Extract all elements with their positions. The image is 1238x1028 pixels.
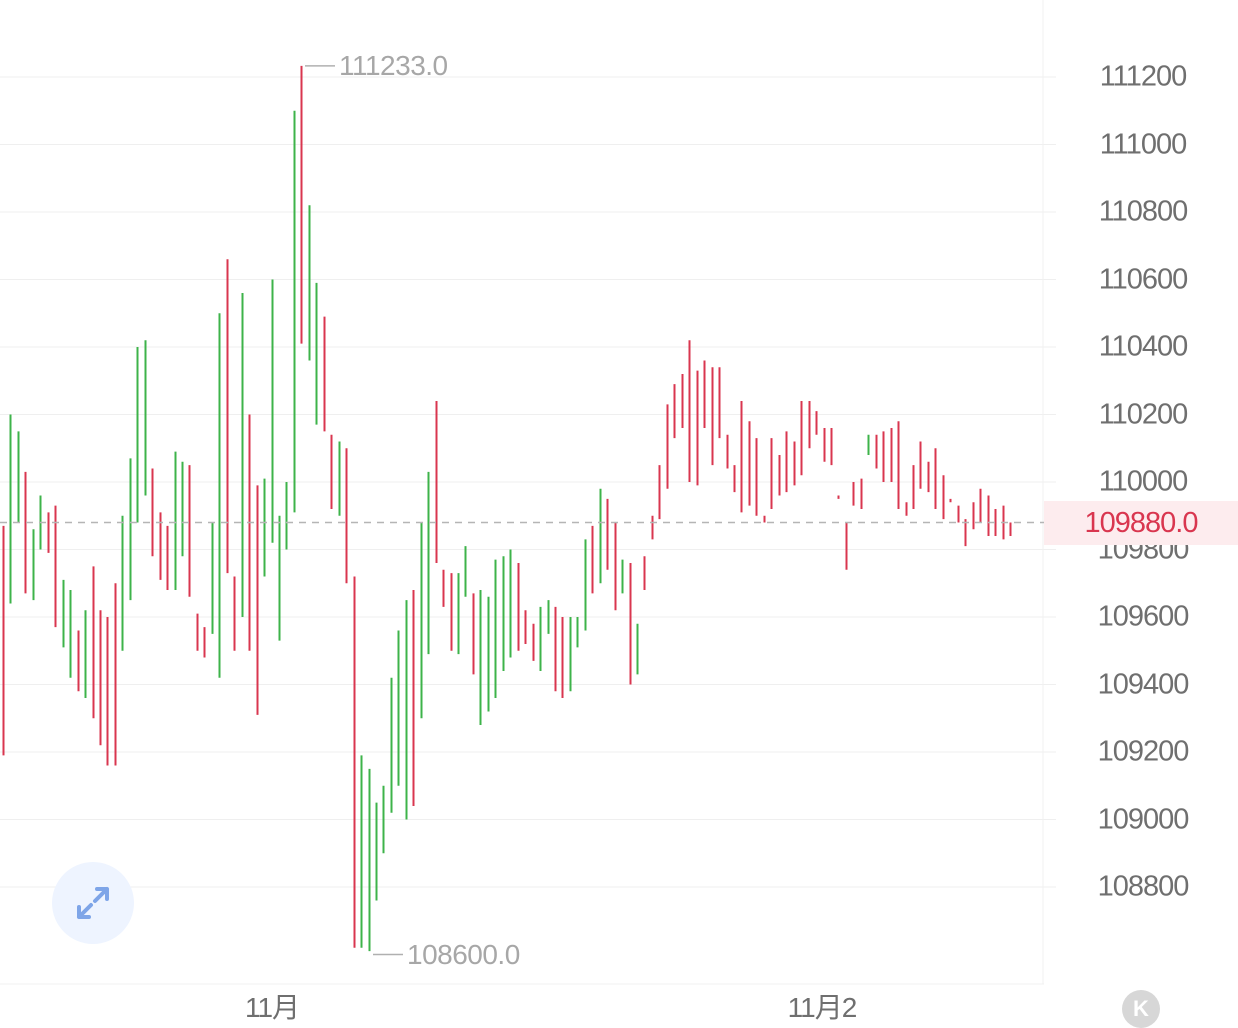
low-price-label: 108600.0 [407,938,520,970]
price-tick-label: 109200 [1097,735,1190,768]
price-tick-label: 110200 [1098,398,1189,430]
price-tick-label: 109400 [1097,668,1190,700]
price-tick-label: 111200 [1099,60,1187,93]
time-tick-label: 11月 [244,992,300,1023]
expand-arrows-icon [77,887,109,919]
time-tick-label: 11月2 [787,992,858,1023]
price-tick-label: 109600 [1097,600,1190,633]
price-tick-label: 108800 [1097,870,1190,903]
current-price-label: 109880.0 [1044,500,1238,545]
expand-chart-button[interactable] [52,862,134,944]
price-tick-label: 110000 [1098,465,1189,498]
k-line-button[interactable]: K [1122,990,1160,1028]
price-tick-label: 110600 [1098,263,1189,295]
price-tick-label: 111000 [1099,128,1187,160]
price-tick-label: 109000 [1097,803,1190,835]
high-price-label: 111233.0 [339,49,448,81]
price-tick-label: 110400 [1098,330,1189,363]
price-tick-label: 110800 [1098,195,1189,228]
